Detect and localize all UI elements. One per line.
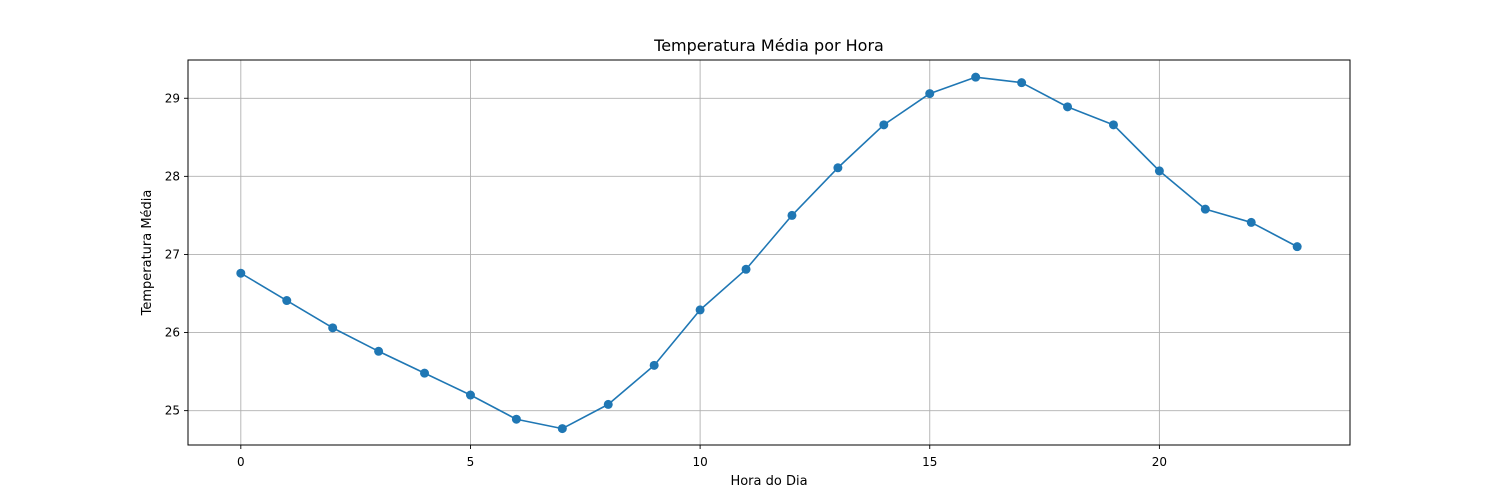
data-point — [282, 296, 292, 306]
data-point — [787, 210, 797, 220]
plot-frame — [187, 59, 1351, 446]
x-tick-label: 0 — [237, 455, 245, 469]
y-tick-label: 29 — [165, 91, 180, 105]
x-tick-label: 15 — [922, 455, 937, 469]
data-point — [1154, 166, 1164, 176]
data-point — [465, 390, 475, 400]
data-point — [695, 305, 705, 315]
chart-title: Temperatura Média por Hora — [653, 36, 884, 55]
data-point — [879, 120, 889, 130]
data-point — [1246, 217, 1256, 227]
series-line — [240, 76, 1298, 430]
grid — [188, 60, 1350, 445]
data-point — [420, 368, 430, 378]
data-point — [374, 346, 384, 356]
data-point — [1017, 78, 1027, 88]
data-point — [649, 360, 659, 370]
y-tick-label: 28 — [165, 169, 180, 183]
y-tick-label: 26 — [165, 326, 180, 340]
axis-ticks: 0 5 10 15 20 25 26 27 28 29 — [165, 91, 1167, 469]
data-point — [511, 414, 521, 424]
data-point — [603, 399, 613, 409]
x-tick-label: 5 — [467, 455, 475, 469]
data-point — [328, 323, 338, 333]
x-tick-label: 10 — [692, 455, 707, 469]
y-tick-label: 27 — [165, 247, 180, 261]
y-tick-label: 25 — [165, 404, 180, 418]
data-point — [1292, 242, 1302, 252]
data-point — [741, 264, 751, 274]
data-series — [236, 72, 1302, 434]
data-point — [557, 424, 567, 434]
data-point — [833, 163, 843, 173]
x-tick-label: 20 — [1152, 455, 1167, 469]
data-point — [1108, 120, 1118, 130]
data-point — [236, 268, 246, 278]
data-point — [1063, 102, 1073, 112]
data-point — [925, 89, 935, 99]
data-point — [971, 72, 981, 82]
y-axis-label: Temperatura Média — [140, 190, 155, 317]
data-point — [1200, 204, 1210, 214]
x-axis-label: Hora do Dia — [730, 474, 807, 489]
